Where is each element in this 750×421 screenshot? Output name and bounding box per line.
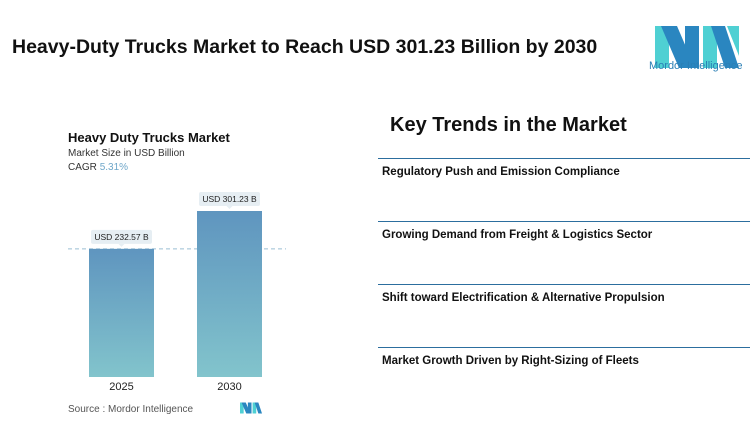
data-label-box	[199, 192, 260, 206]
page-title: Heavy-Duty Trucks Market to Reach USD 30…	[12, 36, 598, 58]
cagr-label: CAGR	[68, 162, 97, 173]
trend-item: Growing Demand from Freight & Logistics …	[378, 221, 750, 241]
bar-chart: USD 232.57 B 2025 USD 301.23 B 2030	[68, 192, 286, 393]
trend-item: Market Growth Driven by Right-Sizing of …	[378, 347, 750, 367]
cagr-value: 5.31%	[99, 162, 129, 173]
data-label-box	[91, 229, 152, 244]
trend-item: Regulatory Push and Emission Compliance	[378, 158, 750, 178]
trends-heading: Key Trends in the Market	[390, 114, 627, 136]
x-tick-label: 2025	[109, 381, 133, 393]
x-tick-label: 2030	[217, 381, 241, 393]
mordor-logo	[655, 26, 739, 68]
source-logo	[240, 402, 262, 414]
data-label-pointer	[226, 206, 233, 209]
trend-item: Shift toward Electrification & Alternati…	[378, 284, 750, 304]
cagr: CAGR 5.31%	[68, 162, 128, 173]
logo-text: Mordor Intelligence	[649, 60, 743, 72]
data-label: USD 301.23 B	[202, 194, 257, 204]
bar-2025	[89, 248, 154, 377]
data-label: USD 232.57 B	[94, 232, 149, 242]
data-label-pointer	[118, 243, 125, 247]
chart-subtitle: Market Size in USD Billion	[68, 148, 185, 159]
chart-title: Heavy Duty Trucks Market	[68, 130, 230, 145]
bar-2030	[197, 211, 262, 377]
source-text: Source : Mordor Intelligence	[68, 404, 194, 415]
